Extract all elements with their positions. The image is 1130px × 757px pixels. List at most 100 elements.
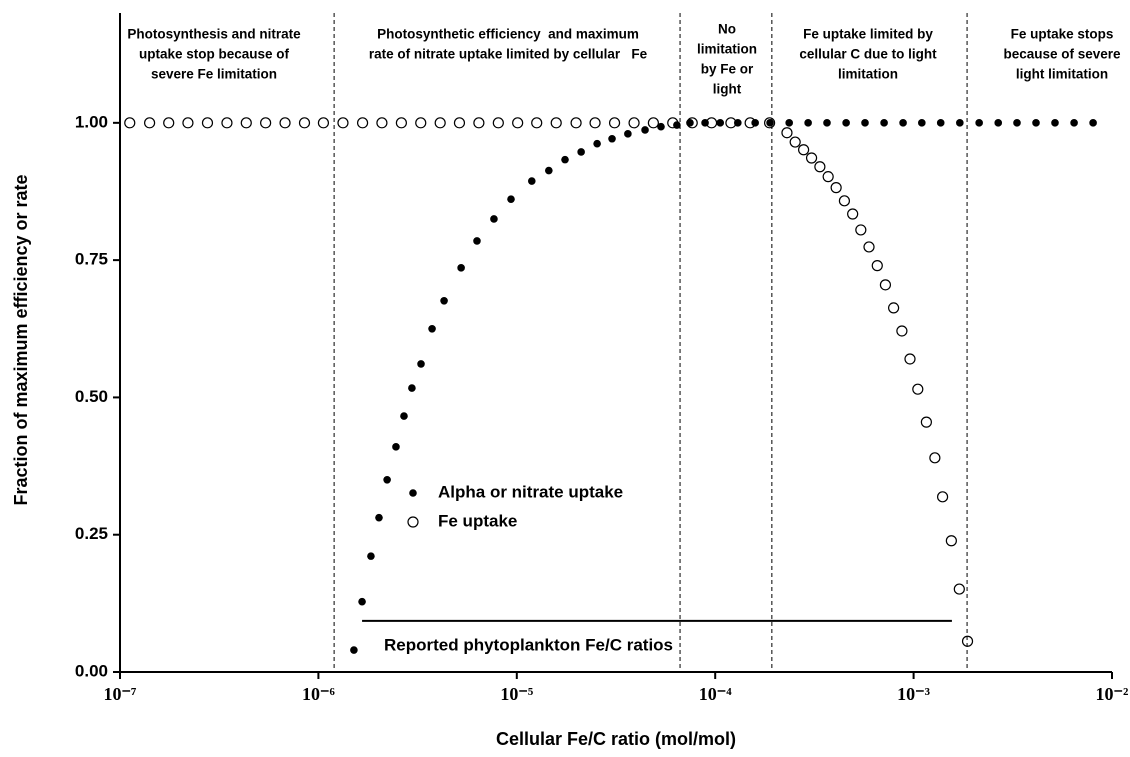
data-point [400, 412, 408, 420]
data-point [912, 383, 924, 395]
data-point [570, 117, 582, 129]
y-tick-label: 0.25 [75, 524, 108, 543]
data-point [766, 119, 774, 127]
data-point [408, 384, 416, 392]
data-point [953, 583, 965, 595]
data-point [415, 117, 427, 129]
region-annotation: Fe uptake limited by [803, 27, 933, 42]
data-point [392, 443, 400, 451]
data-point [298, 117, 311, 129]
data-point [920, 416, 932, 428]
data-point [124, 117, 136, 129]
data-point [830, 182, 842, 194]
data-point [279, 117, 291, 129]
data-point [956, 119, 964, 127]
region-annotation: light [713, 82, 742, 97]
x-axis-label: Cellular Fe/C ratio (mol/mol) [496, 729, 736, 749]
data-point [608, 117, 621, 129]
data-point [337, 117, 349, 129]
region-annotation: rate of nitrate uptake limited by cellul… [369, 47, 648, 62]
data-point [356, 117, 369, 129]
data-point [358, 597, 366, 606]
region-annotation: limitation [838, 67, 898, 82]
data-point [705, 117, 718, 129]
data-point [899, 119, 907, 127]
data-point [936, 119, 945, 127]
data-point [492, 117, 504, 129]
data-point [182, 117, 194, 129]
data-point [904, 353, 916, 365]
data-point [647, 117, 659, 129]
data-point [805, 152, 818, 164]
data-point [880, 119, 888, 127]
data-point [888, 302, 900, 314]
data-point [375, 513, 383, 522]
region-annotation: severe Fe limitation [151, 67, 277, 82]
data-point [473, 237, 481, 245]
data-point [417, 360, 425, 368]
legend-label: Alpha or nitrate uptake [438, 482, 623, 501]
data-point [531, 117, 543, 129]
data-point [367, 552, 375, 560]
data-point [945, 535, 957, 547]
region-annotation: limitation [697, 42, 757, 57]
data-point [428, 324, 436, 333]
data-point [260, 117, 272, 129]
data-point [929, 452, 941, 464]
data-point [871, 260, 883, 272]
data-point [744, 117, 756, 129]
legend-label: Fe uptake [438, 511, 517, 530]
y-tick-label: 1.00 [75, 112, 108, 131]
data-point [457, 264, 465, 272]
x-tick-label: 10⁻³ [897, 684, 931, 704]
region-annotation: No [718, 22, 736, 37]
data-point [434, 117, 446, 129]
region-annotation: Photosynthesis and nitrate [127, 27, 301, 42]
data-point [163, 117, 175, 129]
data-point [994, 119, 1003, 127]
y-tick-label: 0.00 [75, 661, 108, 680]
region-annotation: because of severe [1003, 47, 1121, 62]
data-point [628, 117, 640, 129]
data-point [847, 208, 859, 220]
region-annotation: by Fe or [701, 62, 754, 77]
data-point [201, 117, 214, 129]
y-tick-label: 0.50 [75, 387, 108, 406]
data-point [863, 241, 875, 253]
x-tick-label: 10⁻² [1096, 684, 1129, 704]
data-point [822, 171, 834, 183]
data-point [453, 117, 466, 129]
range-bar-label: Reported phytoplankton Fe/C ratios [384, 635, 673, 654]
data-point [842, 119, 850, 127]
data-point [1051, 119, 1059, 127]
data-point [855, 224, 867, 236]
data-point [507, 195, 515, 203]
data-point [1089, 119, 1097, 127]
data-point [641, 126, 649, 134]
data-point [593, 139, 601, 148]
data-point [550, 117, 562, 129]
data-point [395, 117, 407, 129]
legend-marker [409, 489, 417, 497]
region-annotation: Fe uptake stops [1011, 27, 1114, 42]
data-point [804, 119, 812, 127]
x-tick-label: 10⁻⁶ [302, 684, 336, 704]
data-point [545, 166, 553, 175]
data-point [527, 177, 536, 185]
data-point [781, 127, 793, 139]
data-point [814, 161, 826, 173]
data-point [1032, 119, 1040, 127]
region-annotation: uptake stop because of [139, 47, 290, 62]
data-point [785, 119, 793, 127]
data-point [763, 117, 776, 129]
data-point [861, 119, 869, 127]
data-point [838, 195, 851, 207]
data-point [561, 155, 569, 164]
data-point [589, 117, 601, 129]
data-point [1013, 119, 1021, 127]
data-point [473, 117, 485, 129]
data-point [608, 134, 616, 143]
data-point [383, 475, 391, 484]
region-annotation: light limitation [1016, 67, 1108, 82]
x-tick-label: 10⁻⁴ [699, 684, 733, 704]
